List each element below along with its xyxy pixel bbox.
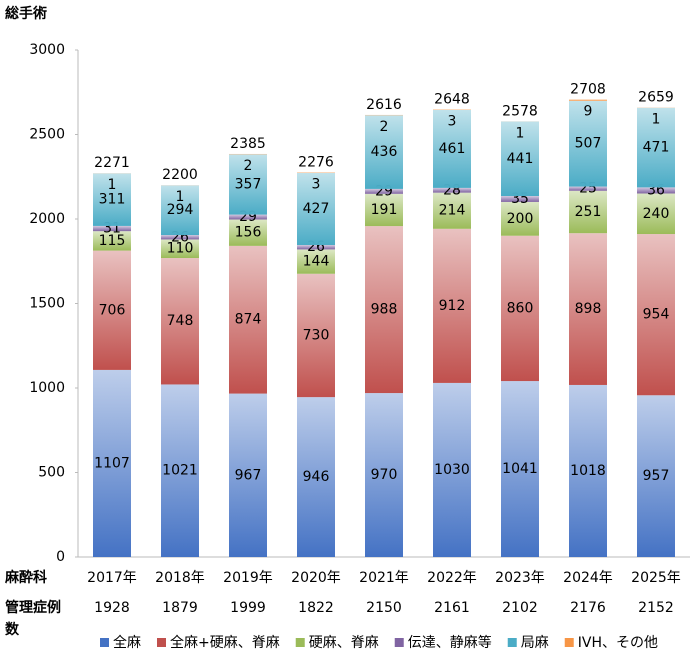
data-label: 748	[167, 313, 194, 329]
data-label: 3	[448, 113, 457, 129]
y-tick-label: 3000	[29, 42, 65, 58]
total-label: 2200	[162, 167, 198, 183]
data-label: 507	[575, 136, 602, 152]
data-label: 461	[439, 141, 466, 157]
y-tick-label: 2000	[29, 211, 65, 227]
total-label: 2578	[502, 103, 538, 119]
data-label: 144	[303, 254, 330, 270]
data-label: 214	[439, 203, 466, 219]
legend-swatch	[395, 638, 404, 647]
x-tick-label: 2022年	[427, 570, 477, 586]
legend-swatch	[157, 638, 166, 647]
data-label: 957	[643, 468, 670, 484]
data-label: 1018	[570, 463, 606, 479]
data-label: 311	[99, 192, 126, 208]
legend-swatch	[565, 638, 574, 647]
bar-segment	[433, 109, 471, 110]
y-tick-label: 500	[38, 465, 65, 481]
legend-swatch	[100, 638, 109, 647]
legend-label: 伝達、静麻等	[408, 634, 492, 651]
data-label: 1107	[94, 455, 130, 471]
total-label: 2648	[434, 91, 470, 107]
data-label: 357	[235, 176, 262, 192]
data-label: 1	[176, 189, 185, 205]
data-label: 251	[575, 204, 602, 220]
data-label: 2	[244, 158, 253, 174]
total-label: 2271	[94, 155, 130, 171]
case-count: 1928	[94, 600, 130, 616]
data-label: 9	[584, 103, 593, 119]
x-tick-label: 2025年	[631, 570, 681, 586]
data-label: 967	[235, 467, 262, 483]
total-label: 2385	[230, 136, 266, 152]
case-count: 1999	[230, 600, 266, 616]
data-label: 436	[371, 144, 398, 160]
legend-label: 全麻+硬麻、脊麻	[170, 634, 280, 651]
data-label: 200	[507, 211, 534, 227]
data-label: 988	[371, 302, 398, 318]
y-tick-label: 1000	[29, 380, 65, 396]
data-label: 1	[516, 125, 525, 141]
case-label: 麻酔科	[4, 569, 47, 586]
data-label: 946	[303, 469, 330, 485]
legend-swatch	[508, 638, 517, 647]
legend-label: 全麻	[113, 634, 141, 651]
case-label: 管理症例	[5, 599, 61, 616]
legend-label: 硬麻、脊麻	[309, 635, 379, 651]
data-label: 912	[439, 298, 466, 314]
legend-label: IVH、その他	[578, 635, 658, 651]
total-label: 2708	[570, 81, 606, 97]
x-tick-label: 2024年	[563, 570, 613, 586]
data-label: 441	[507, 151, 534, 167]
data-label: 954	[643, 307, 670, 323]
case-count: 1879	[162, 600, 198, 616]
y-tick-label: 2500	[29, 127, 65, 143]
y-tick-label: 0	[56, 549, 65, 565]
case-count: 2152	[638, 600, 674, 616]
x-tick-label: 2023年	[495, 570, 545, 586]
data-label: 191	[371, 202, 398, 218]
data-label: 240	[643, 206, 670, 222]
data-label: 156	[235, 225, 262, 241]
x-tick-label: 2021年	[359, 570, 409, 586]
bar-segment	[569, 99, 607, 101]
data-label: 3	[312, 176, 321, 192]
case-count: 2161	[434, 600, 470, 616]
legend-label: 局麻	[521, 635, 549, 651]
data-label: 730	[303, 327, 330, 343]
case-count: 2150	[366, 600, 402, 616]
x-tick-label: 2017年	[87, 570, 137, 586]
data-label: 1021	[162, 463, 198, 479]
case-count: 1822	[298, 600, 334, 616]
x-tick-label: 2018年	[155, 570, 205, 586]
y-tick-label: 1500	[29, 296, 65, 312]
data-label: 706	[99, 302, 126, 318]
data-label: 970	[371, 467, 398, 483]
total-label: 2659	[638, 90, 674, 106]
bar-segment	[297, 172, 335, 173]
total-label: 2616	[366, 97, 402, 113]
data-label: 860	[507, 300, 534, 316]
data-label: 898	[575, 301, 602, 317]
x-tick-label: 2020年	[291, 570, 341, 586]
data-label: 874	[235, 312, 262, 328]
data-label: 1041	[502, 461, 538, 477]
data-label: 1	[652, 112, 661, 128]
data-label: 2	[380, 119, 389, 135]
data-label: 1030	[434, 462, 470, 478]
data-label: 471	[643, 140, 670, 156]
legend-swatch	[296, 638, 305, 647]
total-label: 2276	[298, 154, 334, 170]
case-count: 2102	[502, 600, 538, 616]
data-label: 1	[108, 177, 117, 193]
data-label: 427	[303, 201, 330, 217]
case-count: 2176	[570, 600, 606, 616]
case-label: 数	[5, 621, 20, 638]
x-tick-label: 2019年	[223, 570, 273, 586]
chart-title: 総手術	[5, 5, 47, 22]
